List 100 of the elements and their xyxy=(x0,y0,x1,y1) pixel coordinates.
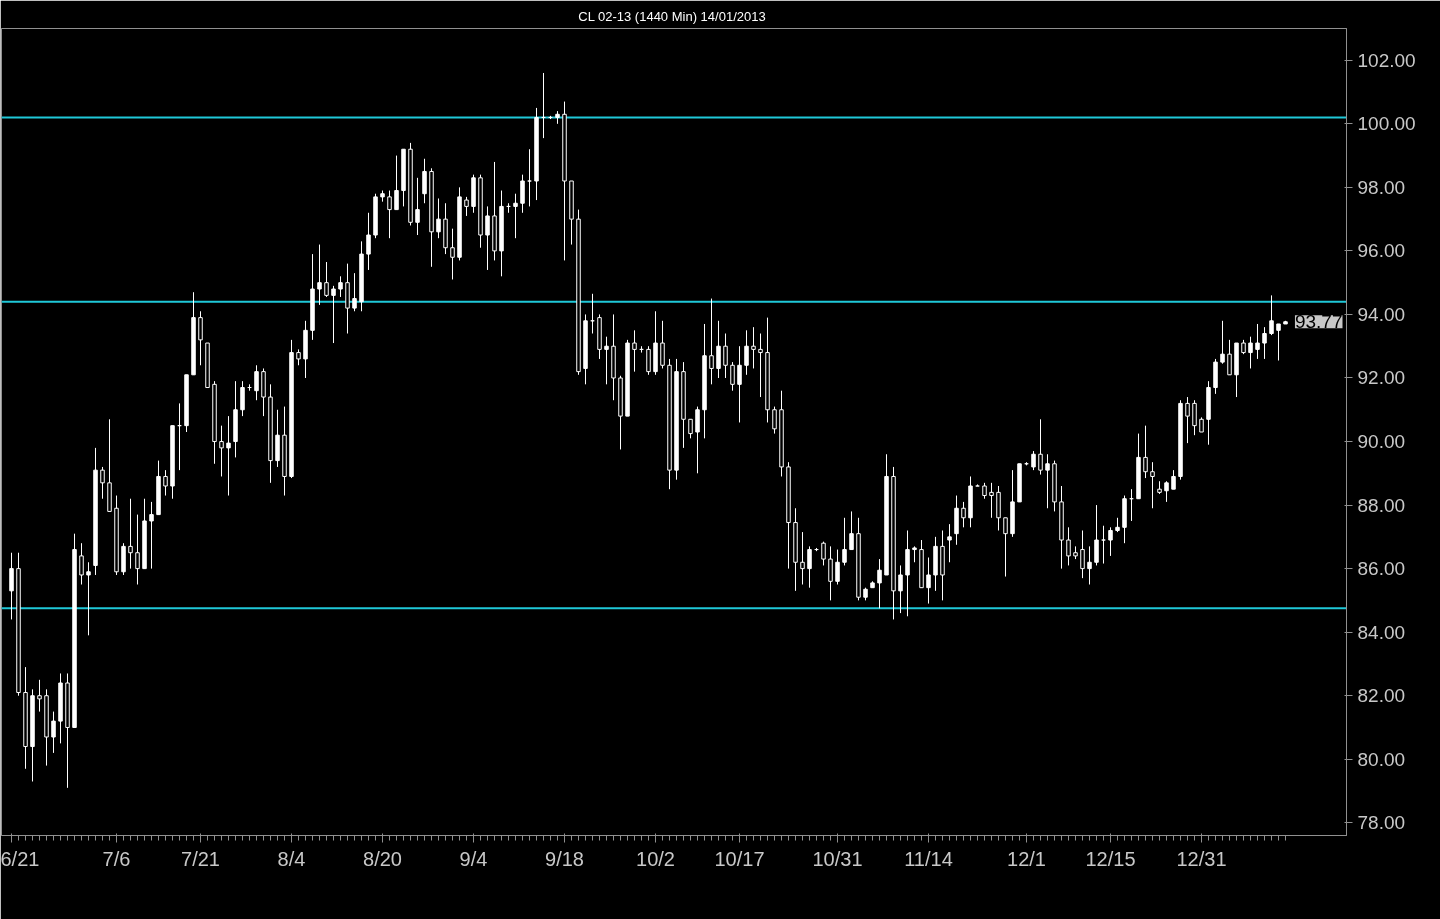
candlestick xyxy=(331,285,336,344)
candlestick xyxy=(716,320,721,379)
candlestick xyxy=(317,244,322,306)
candlestick xyxy=(709,298,714,385)
candlestick xyxy=(828,545,833,601)
candlestick xyxy=(352,272,357,312)
y-tick-label: 84.00 xyxy=(1357,621,1406,643)
candlestick xyxy=(1080,529,1085,579)
candlestick xyxy=(1276,323,1281,362)
candlestick xyxy=(1171,469,1176,490)
y-tick-label: 88.00 xyxy=(1357,494,1406,516)
candlestick xyxy=(1031,450,1036,471)
candlestick xyxy=(1269,294,1274,336)
x-tick-label: 10/31 xyxy=(812,847,863,870)
x-tick-label: 9/4 xyxy=(459,847,488,870)
candlestick xyxy=(100,466,105,500)
candlestick xyxy=(1087,545,1092,585)
candlestick xyxy=(835,549,840,585)
candlestick xyxy=(877,558,882,609)
x-tick-label: 10/17 xyxy=(714,847,765,870)
candlestick xyxy=(751,326,756,369)
candlestick xyxy=(695,406,700,474)
candlestick xyxy=(926,557,931,605)
text: 93.77 xyxy=(1294,311,1343,333)
candlestick xyxy=(1150,461,1155,509)
candlestick xyxy=(807,545,812,589)
candlestick xyxy=(422,158,427,204)
candlestick xyxy=(450,228,455,280)
candlestick xyxy=(338,275,343,298)
candlestick xyxy=(198,310,203,366)
candlestick xyxy=(51,711,56,754)
y-tick-label: 102.00 xyxy=(1357,49,1416,71)
y-tick-label: 82.00 xyxy=(1357,685,1406,707)
candlestick xyxy=(1185,396,1190,444)
x-tick-label: 12/31 xyxy=(1176,847,1227,870)
candlestick xyxy=(37,679,42,713)
candlestick xyxy=(1255,323,1260,360)
candlestick xyxy=(1192,399,1197,436)
candlestick xyxy=(436,197,441,239)
x-tick-label: 7/21 xyxy=(181,847,220,870)
candlestick xyxy=(898,564,903,614)
x-tick-label: 10/2 xyxy=(636,847,675,870)
x-tick-label: 8/20 xyxy=(363,847,402,870)
x-tick-label: 9/18 xyxy=(545,847,584,870)
candlestick xyxy=(219,425,224,477)
candlestick xyxy=(730,361,735,392)
candlestick xyxy=(737,345,742,423)
candlestick xyxy=(604,336,609,385)
y-tick-label: 100.00 xyxy=(1357,113,1416,135)
candlestick xyxy=(1143,425,1148,479)
candlestick xyxy=(947,523,952,563)
x-tick-label: 6/21 xyxy=(0,847,40,870)
candlestick xyxy=(744,329,749,376)
candlestick xyxy=(1038,418,1043,476)
candlestick xyxy=(240,380,245,417)
candlestick xyxy=(254,364,259,401)
y-tick-label: 86.00 xyxy=(1357,558,1406,580)
candlestick xyxy=(135,514,140,585)
candlestick xyxy=(9,552,14,620)
candlestick xyxy=(821,541,826,566)
candlestick xyxy=(772,406,777,435)
candlestick xyxy=(1094,504,1099,566)
candlestick xyxy=(485,205,490,271)
candlestick xyxy=(1248,336,1253,369)
chart-title: CL 02-13 (1440 Min) 14/01/2013 xyxy=(578,8,766,24)
candlestick xyxy=(415,177,420,236)
y-tick-label: 92.00 xyxy=(1357,367,1406,389)
candlestick xyxy=(660,320,665,369)
candlestick xyxy=(688,418,693,439)
candlestick xyxy=(86,561,91,636)
candlestick xyxy=(226,415,231,497)
candlestick xyxy=(1164,480,1169,503)
candlestick xyxy=(1220,320,1225,365)
candlestick xyxy=(989,482,994,519)
candlestick xyxy=(1045,453,1050,509)
candlestick xyxy=(849,510,854,551)
candlestick xyxy=(842,517,847,566)
candlestick xyxy=(513,193,518,239)
candlestick xyxy=(723,333,728,379)
candlestick xyxy=(632,329,637,373)
x-tick-label: 11/14 xyxy=(904,847,953,870)
candlestick xyxy=(646,345,651,376)
candlestick xyxy=(520,174,525,214)
candlestick xyxy=(79,542,84,585)
x-tick-label: 12/15 xyxy=(1085,847,1136,870)
y-tick-label: 78.00 xyxy=(1357,812,1406,834)
candlestick xyxy=(387,190,392,239)
candlestick xyxy=(961,501,966,528)
candlestick xyxy=(1108,526,1113,557)
candlestick xyxy=(149,501,154,570)
candlestick xyxy=(1066,526,1071,566)
x-tick-label: 7/6 xyxy=(102,847,131,870)
candlestick xyxy=(163,469,168,497)
candlestick xyxy=(800,531,805,585)
x-tick-label: 8/4 xyxy=(277,847,306,870)
candlestick xyxy=(128,498,133,570)
candlestick xyxy=(394,155,399,211)
y-tick-label: 80.00 xyxy=(1357,748,1406,770)
candlestick xyxy=(1003,517,1008,578)
candlestick xyxy=(1262,326,1267,360)
